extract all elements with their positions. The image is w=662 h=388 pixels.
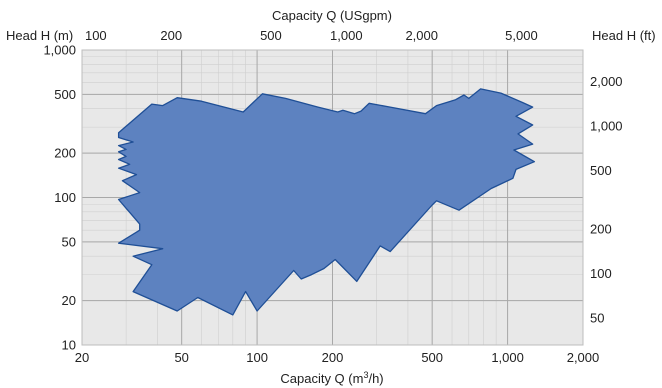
right-y-tick-label: 500 bbox=[590, 163, 612, 178]
x-axis-title-prefix: Capacity Q (m bbox=[280, 371, 363, 386]
x-tick-label: 200 bbox=[322, 350, 344, 365]
area-layer bbox=[117, 88, 536, 316]
y-tick-label: 10 bbox=[62, 338, 76, 353]
x-axis-title: Capacity Q (m3/h) bbox=[280, 370, 383, 386]
top-x-tick-label: 1,000 bbox=[330, 28, 363, 43]
y-tick-label: 50 bbox=[62, 234, 76, 249]
top-x-tick-label: 200 bbox=[160, 28, 182, 43]
y-tick-label: 100 bbox=[54, 190, 76, 205]
x-axis-title-superscript: 3 bbox=[363, 370, 368, 380]
y-tick-label: 20 bbox=[62, 293, 76, 308]
top-x-tick-label: 500 bbox=[260, 28, 282, 43]
right-y-tick-label: 200 bbox=[590, 222, 612, 237]
x-tick-label: 2,000 bbox=[567, 350, 600, 365]
labels: Capacity Q (USgpm) Head H (m) Head H (ft… bbox=[6, 8, 656, 386]
y-axis-title: Head H (m) bbox=[6, 28, 73, 43]
y-tick-label: 200 bbox=[54, 146, 76, 161]
secondary-y-axis-title: Head H (ft) bbox=[592, 28, 656, 43]
x-axis-title-suffix: /h) bbox=[368, 371, 383, 386]
y-tick-label: 1,000 bbox=[43, 43, 76, 58]
right-y-tick-label: 2,000 bbox=[590, 74, 623, 89]
plot-frame bbox=[81, 49, 584, 346]
right-y-tick-label: 1,000 bbox=[590, 119, 623, 134]
secondary-x-axis-title: Capacity Q (USgpm) bbox=[272, 8, 392, 23]
x-tick-label: 20 bbox=[75, 350, 89, 365]
x-tick-label: 1,000 bbox=[491, 350, 524, 365]
y-tick-label: 500 bbox=[54, 87, 76, 102]
x-tick-label: 500 bbox=[421, 350, 443, 365]
operating-range-area bbox=[117, 88, 536, 316]
x-tick-label: 100 bbox=[246, 350, 268, 365]
top-x-tick-label: 5,000 bbox=[505, 28, 538, 43]
right-y-tick-label: 100 bbox=[590, 266, 612, 281]
x-tick-label: 50 bbox=[174, 350, 188, 365]
top-x-tick-label: 2,000 bbox=[405, 28, 438, 43]
right-y-tick-label: 50 bbox=[590, 311, 604, 326]
top-x-tick-label: 100 bbox=[85, 28, 107, 43]
